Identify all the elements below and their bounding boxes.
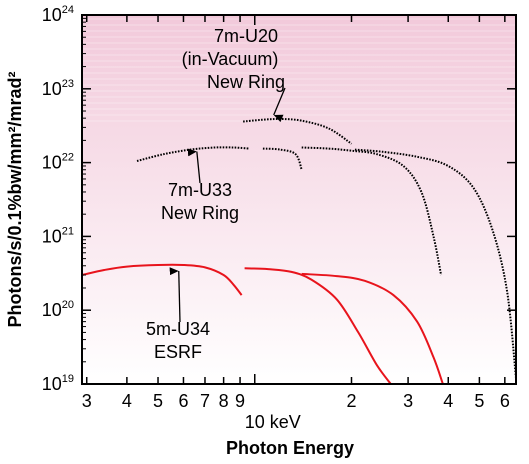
annotations-layer: 7m-U20 (in-Vacuum) New Ring 7m-U33 New Ring 5… bbox=[146, 26, 286, 362]
x-tick-label: 5 bbox=[474, 391, 484, 411]
annotation-arrow bbox=[187, 148, 201, 184]
series-line-7m-u20 bbox=[301, 146, 443, 276]
x-tick-label: 4 bbox=[443, 391, 453, 411]
series-line-7m-u33 bbox=[262, 147, 303, 171]
x-tick-label: 4 bbox=[122, 391, 132, 411]
y-tick-label: 1019 bbox=[42, 373, 74, 394]
annotation-label: 7m-U20 bbox=[214, 26, 278, 46]
x-tick-label: 2 bbox=[346, 391, 356, 411]
background-bands bbox=[82, 18, 516, 122]
annotation-label: New Ring bbox=[161, 203, 239, 223]
y-tick-label: 1024 bbox=[42, 4, 74, 25]
y-tick-label: 1020 bbox=[42, 299, 74, 320]
series-line-7m-u33 bbox=[136, 146, 250, 162]
x-tick-label: 3 bbox=[403, 391, 413, 411]
series-line-5m-u34 bbox=[81, 263, 243, 296]
series-line-7m-u20 bbox=[354, 148, 517, 379]
annotation-label: ESRF bbox=[154, 342, 202, 362]
annotation-arrow bbox=[169, 267, 181, 323]
annotation-label: (in-Vacuum) bbox=[182, 49, 279, 69]
x-tick-label: 5 bbox=[153, 391, 163, 411]
x-tick-label: 9 bbox=[235, 391, 245, 411]
y-axis: 1019 1020 1021 1022 1023 1024 bbox=[42, 4, 516, 394]
annotation-label: 7m-U33 bbox=[168, 180, 232, 200]
series-line-5m-u34 bbox=[301, 272, 444, 385]
series-layer bbox=[81, 117, 517, 385]
annotation-label: New Ring bbox=[207, 72, 285, 92]
x-tick-label: 6 bbox=[500, 391, 510, 411]
y-tick-label: 1023 bbox=[42, 78, 74, 99]
annotation-label: 5m-U34 bbox=[146, 319, 210, 339]
plot-background bbox=[82, 15, 516, 384]
x-tick-label: 3 bbox=[82, 391, 92, 411]
x-tick-label: 8 bbox=[219, 391, 229, 411]
y-tick-label: 1021 bbox=[42, 225, 74, 246]
series-line-5m-u34 bbox=[244, 267, 392, 385]
x-sublabel: 10 keV bbox=[245, 412, 301, 432]
annotation-arrow bbox=[273, 87, 286, 123]
x-tick-label: 6 bbox=[178, 391, 188, 411]
y-tick-label: 1022 bbox=[42, 152, 74, 173]
y-axis-title: Photons/s/0.1%bw/mm²/mrad² bbox=[5, 71, 25, 327]
plot-frame bbox=[81, 14, 517, 385]
x-tick-label: 7 bbox=[200, 391, 210, 411]
x-axis-title: Photon Energy bbox=[226, 438, 354, 458]
